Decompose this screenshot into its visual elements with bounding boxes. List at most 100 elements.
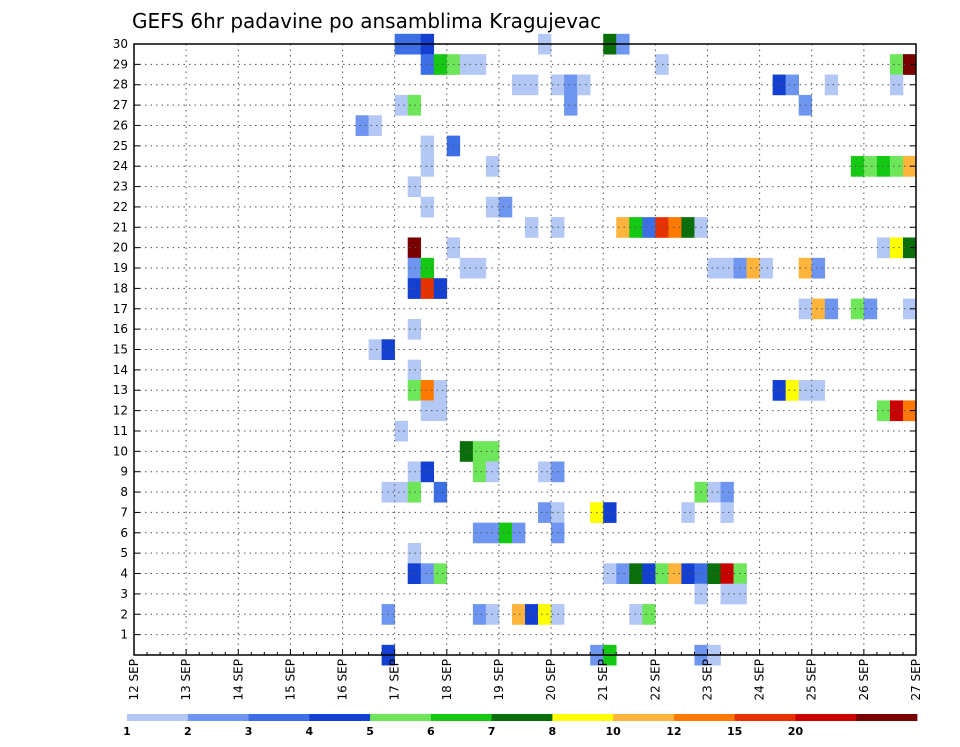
x-axis: 12 SEP 13 SEP 14 SEP 15 SEP 16 SEP 17 SEP 18 S… [127,649,923,701]
precip-cell [889,400,904,422]
y-tick-label: 18 [113,281,128,295]
precip-cell [876,156,891,177]
precip-cell [420,563,435,585]
y-tick-label: 6 [120,526,128,540]
precip-cell [420,54,435,75]
x-tick-label: 24 SEP [753,659,767,701]
colorbar-label: 7 [488,725,496,738]
precip-cell [498,522,513,544]
y-tick-label: 23 [113,180,128,194]
precip-cell [772,380,786,401]
colorbar-swatch [248,714,310,721]
precip-cell [603,563,617,585]
precip-cell [511,604,526,625]
precip-cell [407,176,422,198]
precip-cell [889,74,904,96]
x-tick-label: 16 SEP [336,659,350,701]
precip-cell [824,298,839,320]
colorbar-label: 6 [427,725,435,738]
precip-cell [433,400,448,422]
y-tick-label: 27 [113,98,128,112]
x-tick-label: 13 SEP [179,659,193,701]
chart-title: GEFS 6hr padavine po ansamblima Kragujev… [132,9,601,33]
precip-cell [433,278,448,299]
precip-cell [472,257,487,279]
precip-cell [759,257,773,279]
precip-cell [498,196,513,218]
x-tick-label: 22 SEP [648,659,662,701]
precip-cell [433,380,448,401]
precip-cell [407,257,422,279]
precip-cell [616,217,630,238]
precip-cell [511,74,526,96]
precip-cell [616,563,630,585]
precip-cell [668,563,682,585]
cells-layer [355,33,917,666]
colorbar-label: 1 [123,725,131,738]
precip-cell [863,298,878,320]
y-tick-label: 4 [120,567,128,581]
precip-cell [746,257,760,279]
precip-cell [681,563,695,585]
precip-cell [863,156,878,177]
precip-cell [824,74,839,96]
y-axis: 1234567891011121314151617181920212223242… [113,37,916,642]
precip-cell [407,481,422,503]
precip-cell [420,257,435,279]
y-tick-label: 19 [113,261,128,275]
precip-cell [889,156,904,177]
precip-cell [707,257,721,279]
precip-cell [720,563,734,585]
colorbar-label: 2 [184,725,192,738]
precip-cell [511,522,526,544]
y-tick-label: 25 [113,139,128,153]
colorbar-label: 8 [549,725,557,738]
precip-cell [720,257,734,279]
y-tick-label: 11 [113,424,128,438]
precip-cell [407,94,422,116]
precip-cell [407,278,422,299]
colorbar-swatch [734,714,796,721]
y-tick-label: 14 [113,363,128,377]
x-tick-label: 15 SEP [283,659,297,701]
y-tick-label: 5 [120,546,128,560]
colorbar-label: 20 [788,725,804,738]
precip-cell [772,74,786,96]
precip-cell [407,237,422,259]
colorbar-swatch [856,714,918,721]
precip-cell [720,583,734,605]
precip-cell [368,339,382,360]
precip-cell [707,563,721,585]
x-tick-label: 14 SEP [231,659,245,701]
precip-cell [720,481,734,503]
colorbar-label: 4 [305,725,313,738]
x-tick-label: 23 SEP [700,659,714,701]
colorbar-swatch [127,714,189,721]
y-tick-label: 29 [113,57,128,71]
y-tick-label: 7 [120,505,128,519]
y-tick-label: 3 [120,587,128,601]
colorbar-label: 15 [727,725,742,738]
y-tick-label: 22 [113,200,128,214]
precip-cell [655,54,669,75]
y-tick-label: 13 [113,383,128,397]
precip-cell [681,502,695,523]
precip-cell [889,237,904,259]
x-tick-label: 21 SEP [596,659,610,701]
precip-cell [407,461,422,483]
precip-cell [420,461,435,483]
precip-cell [472,522,487,544]
precip-cell [459,54,474,75]
colorbar-swatch [613,714,675,721]
precip-cell [394,94,408,116]
x-tick-label: 19 SEP [492,659,506,701]
precip-cell [603,502,617,523]
colorbar-swatch [795,714,857,721]
colorbar-swatch [187,714,249,721]
y-tick-label: 28 [113,78,128,92]
colorbar-swatch [309,714,371,721]
precip-cell [420,156,435,177]
y-tick-label: 1 [120,628,128,642]
